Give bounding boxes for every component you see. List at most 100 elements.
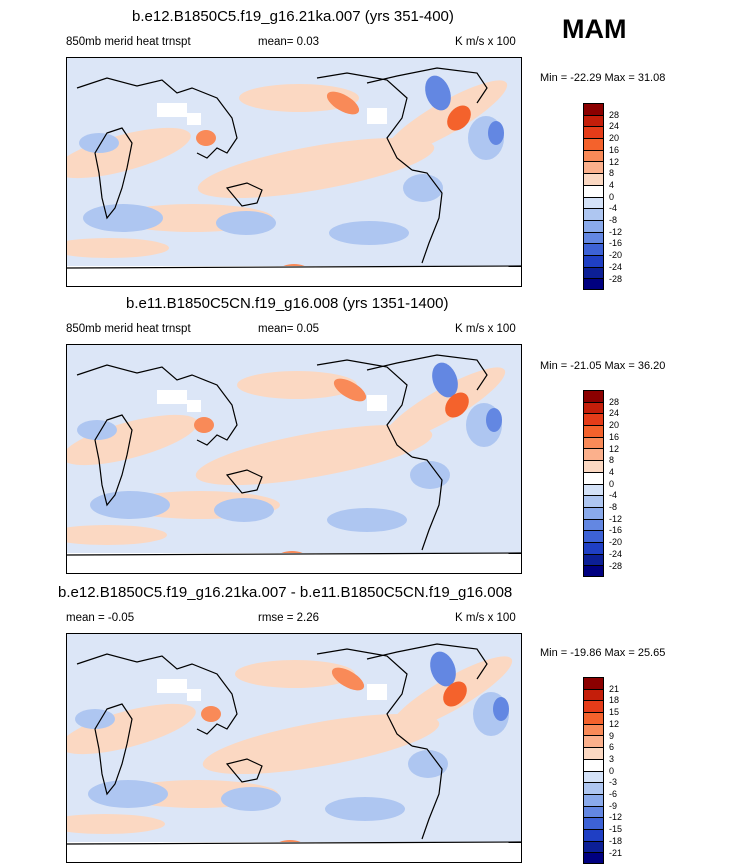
field-anomaly-region <box>384 80 508 156</box>
panel-2-map <box>66 344 522 574</box>
panel-2-minmax: Min = -21.05 Max = 36.20 <box>540 360 666 372</box>
masked-region <box>187 689 201 701</box>
colorbar-swatch <box>583 161 604 174</box>
coastline <box>76 364 238 446</box>
field-anomaly-region <box>432 362 458 398</box>
coastline <box>411 745 443 840</box>
masked-region <box>187 400 201 412</box>
field-anomaly-region <box>216 211 276 235</box>
season-label: MAM <box>562 14 627 44</box>
colorbar-tick-label: -8 <box>609 215 618 225</box>
field-anomaly-region <box>214 498 274 522</box>
colorbar-tick-label: 6 <box>609 742 615 753</box>
colorbar-tick-label: 21 <box>609 683 620 694</box>
coastline <box>316 648 413 747</box>
field-anomaly-region <box>326 91 360 115</box>
colorbar-tick-label: 24 <box>609 408 620 419</box>
colorbar-swatch <box>583 138 604 150</box>
field-anomaly-region <box>235 660 355 688</box>
colorbar-swatch <box>583 208 604 220</box>
colorbar-tick-label: -28 <box>609 560 623 571</box>
colorbar-swatch <box>583 173 604 185</box>
colorbar-tick-label: -20 <box>609 250 623 261</box>
colorbar-tick-label: -18 <box>609 835 623 846</box>
field-anomaly-region <box>488 121 504 145</box>
coastline <box>94 414 133 507</box>
field-anomaly-region <box>237 371 357 399</box>
colorbar-tick-label: -4 <box>609 490 618 501</box>
coastline <box>411 456 443 551</box>
colorbar-swatch <box>583 483 604 496</box>
colorbar-tick-label: 24 <box>609 121 620 132</box>
colorbar-tick-label: 15 <box>609 707 620 718</box>
colorbar-tick-label: 0 <box>609 191 615 202</box>
colorbar-swatch <box>583 793 604 806</box>
field-anomaly-region <box>425 75 451 111</box>
coastline <box>94 127 133 220</box>
colorbar-swatch <box>583 266 604 279</box>
colorbar-tick-label: -16 <box>609 525 623 536</box>
colorbar-tick-label: 12 <box>609 443 620 454</box>
colorbar-swatch <box>583 425 604 437</box>
colorbar-tick-label: -12 <box>609 226 623 237</box>
colorbar-swatch <box>583 126 604 139</box>
coastline <box>225 758 263 783</box>
colorbar-swatch <box>583 196 604 209</box>
colorbar-swatch <box>583 278 604 290</box>
field-anomaly-region <box>196 130 216 146</box>
colorbar-swatch <box>583 565 604 577</box>
field-anomaly-region <box>408 750 448 778</box>
field-anomaly-region <box>67 127 191 179</box>
panel-1-map <box>66 57 522 287</box>
field-anomaly-region <box>486 408 502 432</box>
field-anomaly-region <box>197 137 435 199</box>
antarctica-mask <box>67 553 521 573</box>
colorbar-tick-label: -24 <box>609 261 623 272</box>
colorbar-tick-label: -3 <box>609 777 618 788</box>
panel-2-mean-label: mean= 0.05 <box>258 323 320 335</box>
panel-1-colorbar <box>583 103 604 290</box>
masked-region <box>157 390 187 404</box>
colorbar-swatch <box>583 184 604 197</box>
field-anomaly-region <box>410 461 450 489</box>
panel-3-title: b.e12.B1850C5.f19_g16.21ka.007 - b.e11.B… <box>58 584 513 601</box>
field-anomaly-region <box>239 84 359 112</box>
colorbar-swatch <box>583 828 604 841</box>
field-anomaly-region <box>88 780 168 808</box>
colorbar-swatch <box>583 758 604 771</box>
colorbar-tick-label: -24 <box>609 548 623 559</box>
colorbar-swatch <box>583 413 604 426</box>
colorbar-swatch <box>583 688 604 701</box>
masked-region <box>157 679 187 693</box>
panel-2-units-label: K m/s x 100 <box>455 323 516 335</box>
coastline <box>411 169 443 264</box>
field-anomaly-region <box>83 204 163 232</box>
field-anomaly-region <box>447 105 471 131</box>
field-anomaly-region <box>327 508 407 532</box>
panel-2-colorbar <box>583 390 604 577</box>
colorbar-tick-label: 16 <box>609 431 620 442</box>
colorbar-swatch <box>583 712 604 724</box>
field-anomaly-region <box>67 525 167 545</box>
colorbar-tick-label: 3 <box>609 753 615 764</box>
colorbar-tick-label: 0 <box>609 478 615 489</box>
colorbar-tick-label: 4 <box>609 179 615 190</box>
coastline <box>225 182 263 207</box>
colorbar-tick-label: 20 <box>609 420 620 431</box>
colorbar-swatch <box>583 852 604 864</box>
colorbar-tick-label: 0 <box>609 765 615 776</box>
coastline <box>225 469 263 494</box>
colorbar-swatch <box>583 817 604 829</box>
colorbar-swatch <box>583 231 604 244</box>
field-anomaly-region <box>443 681 467 707</box>
field-anomaly-region <box>201 706 221 722</box>
field-anomaly-region <box>430 651 456 687</box>
panel-1-units-label: K m/s x 100 <box>455 36 516 48</box>
colorbar-tick-label: 9 <box>609 730 615 741</box>
field-anomaly-region <box>194 417 214 433</box>
colorbar-tick-label: 8 <box>609 455 615 466</box>
colorbar-tick-label: -28 <box>609 273 623 284</box>
panel-3-map <box>66 633 522 863</box>
colorbar-tick-label: -16 <box>609 238 623 249</box>
colorbar-swatch <box>583 723 604 736</box>
